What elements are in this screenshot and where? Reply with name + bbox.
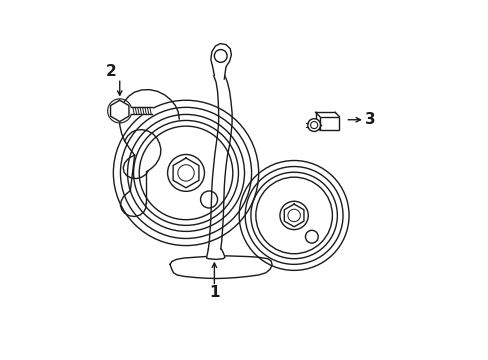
Polygon shape [206, 249, 224, 260]
Text: 3: 3 [364, 112, 375, 127]
Polygon shape [173, 158, 199, 188]
Bar [319, 117, 339, 130]
Circle shape [167, 154, 204, 192]
Circle shape [214, 50, 226, 62]
Polygon shape [170, 256, 272, 279]
Polygon shape [110, 100, 129, 122]
Circle shape [279, 201, 307, 230]
Circle shape [307, 119, 320, 131]
Polygon shape [131, 107, 151, 114]
Text: 1: 1 [209, 285, 219, 300]
Polygon shape [123, 155, 148, 179]
Polygon shape [284, 204, 304, 227]
Polygon shape [120, 191, 145, 216]
Text: 2: 2 [105, 64, 116, 80]
Polygon shape [210, 44, 231, 79]
